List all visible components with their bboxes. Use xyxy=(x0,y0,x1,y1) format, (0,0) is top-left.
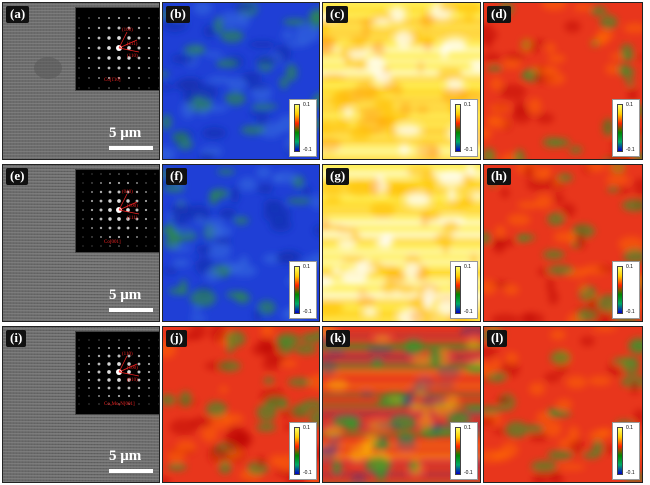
colorbar-max: 0.1 xyxy=(303,425,310,431)
panel-label: (f) xyxy=(166,168,187,185)
colorbar: 0.1 -0.1 xyxy=(612,261,640,319)
colorbar-max: 0.1 xyxy=(303,264,310,270)
colorbar-max: 0.1 xyxy=(626,425,633,431)
colorbar: 0.1 -0.1 xyxy=(450,422,478,480)
colorbar-min: -0.1 xyxy=(626,470,635,476)
panel-label: (b) xyxy=(166,6,190,23)
colorbar-gradient xyxy=(294,427,300,475)
colorbar: 0.1 -0.1 xyxy=(612,99,640,157)
strain-panel: (f) 0.1 -0.1 xyxy=(162,164,320,322)
fft-spot-label: (111) xyxy=(127,216,138,221)
panel-label: (l) xyxy=(487,330,508,347)
strain-panel: (d) 0.1 -0.1 xyxy=(483,2,643,160)
fft-spot-label: (100) xyxy=(127,204,138,209)
strain-panel: (l) 0.1 -0.1 xyxy=(483,326,643,483)
panel-label: (h) xyxy=(487,168,511,185)
tem-panel: (100) (111) (110) Co[1̄10] 5 μm (a) xyxy=(2,2,160,160)
colorbar-max: 0.1 xyxy=(626,264,633,270)
panel-label: (k) xyxy=(326,330,350,347)
colorbar-gradient xyxy=(294,104,300,152)
strain-map xyxy=(323,3,480,159)
colorbar-min: -0.1 xyxy=(464,470,473,476)
colorbar-min: -0.1 xyxy=(303,309,312,315)
strain-panel: (c) 0.1 -0.1 xyxy=(322,2,481,160)
colorbar-max: 0.1 xyxy=(464,425,471,431)
colorbar: 0.1 -0.1 xyxy=(289,422,317,480)
zone-axis-label: Co₃Mo₃N[001] xyxy=(104,402,135,407)
colorbar: 0.1 -0.1 xyxy=(450,261,478,319)
colorbar-gradient xyxy=(294,266,300,314)
scale-bar xyxy=(109,146,153,150)
colorbar-min: -0.1 xyxy=(626,147,635,153)
tem-panel: (110) (100) (010) Co₃Mo₃N[001] 5 μm (i) xyxy=(2,326,160,483)
colorbar-gradient xyxy=(617,427,623,475)
strain-panel: (j) 0.1 -0.1 xyxy=(162,326,320,483)
panel-label: (e) xyxy=(6,168,29,185)
panel-label: (d) xyxy=(487,6,511,23)
strain-panel: (g) 0.1 -0.1 xyxy=(322,164,481,322)
panel-label: (c) xyxy=(326,6,349,23)
scale-bar xyxy=(109,308,153,312)
colorbar-min: -0.1 xyxy=(464,147,473,153)
colorbar-gradient xyxy=(455,266,461,314)
panel-label: (j) xyxy=(166,330,187,347)
scale-bar-label: 5 μm xyxy=(109,287,142,303)
strain-map xyxy=(323,165,480,321)
colorbar-gradient xyxy=(455,427,461,475)
strain-panel: (k) 0.1 -0.1 xyxy=(322,326,481,483)
colorbar-min: -0.1 xyxy=(464,309,473,315)
colorbar-min: -0.1 xyxy=(626,309,635,315)
fft-spot-label: (110) xyxy=(127,54,138,59)
colorbar: 0.1 -0.1 xyxy=(450,99,478,157)
scale-bar-label: 5 μm xyxy=(109,448,142,464)
colorbar: 0.1 -0.1 xyxy=(289,99,317,157)
fft-spot-label: (100) xyxy=(127,366,138,371)
colorbar: 0.1 -0.1 xyxy=(289,261,317,319)
strain-map xyxy=(163,327,319,482)
colorbar-gradient xyxy=(455,104,461,152)
strain-panel: (b) 0.1 -0.1 xyxy=(162,2,320,160)
scale-bar xyxy=(109,469,153,473)
zone-axis-label: Co[1̄10] xyxy=(104,78,121,83)
fft-spot-label: (111) xyxy=(127,42,138,47)
strain-panel: (h) 0.1 -0.1 xyxy=(483,164,643,322)
fft-spot-label: (110) xyxy=(122,352,133,357)
panel-label: (g) xyxy=(326,168,350,185)
tem-panel: (010) (100) (111) Co[001] 5 μm (e) xyxy=(2,164,160,322)
colorbar-min: -0.1 xyxy=(303,470,312,476)
fft-spot-label: (100) xyxy=(122,28,133,33)
colorbar-gradient xyxy=(617,266,623,314)
colorbar-max: 0.1 xyxy=(464,102,471,108)
colorbar-max: 0.1 xyxy=(626,102,633,108)
colorbar-max: 0.1 xyxy=(303,102,310,108)
panel-label: (i) xyxy=(6,330,27,347)
fft-inset: (010) (100) (111) Co[001] xyxy=(75,169,159,253)
fft-spot-label: (010) xyxy=(122,190,133,195)
zone-axis-label: Co[001] xyxy=(104,240,121,245)
panel-label: (a) xyxy=(6,6,30,23)
scale-bar-label: 5 μm xyxy=(109,125,142,141)
fft-spot-label: (010) xyxy=(127,378,138,383)
fft-inset: (100) (111) (110) Co[1̄10] xyxy=(75,7,159,91)
colorbar: 0.1 -0.1 xyxy=(612,422,640,480)
colorbar-min: -0.1 xyxy=(303,147,312,153)
fft-inset: (110) (100) (010) Co₃Mo₃N[001] xyxy=(75,331,159,415)
colorbar-gradient xyxy=(617,104,623,152)
colorbar-max: 0.1 xyxy=(464,264,471,270)
